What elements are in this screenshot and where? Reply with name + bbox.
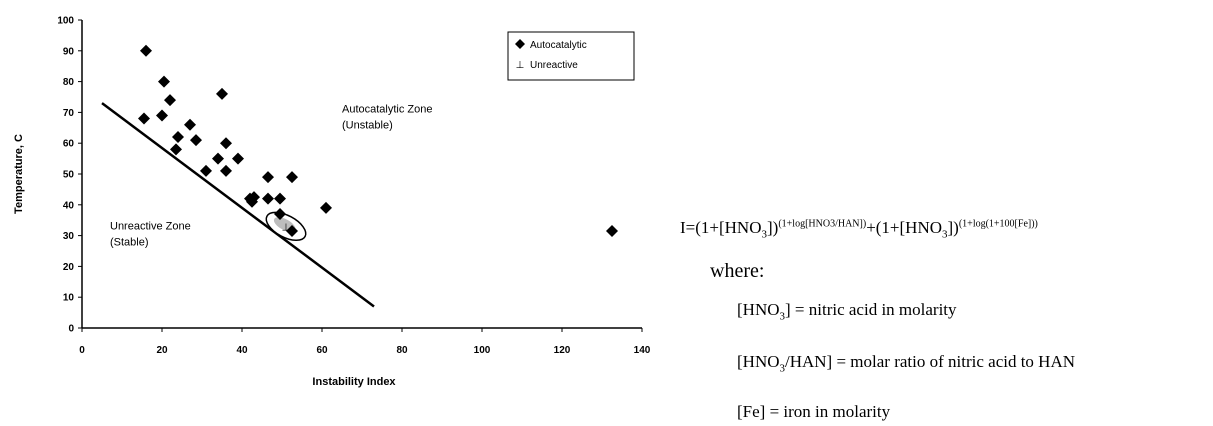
autocatalytic-point <box>216 87 228 100</box>
legend-label: Autocatalytic <box>530 40 587 51</box>
autocatalytic-point <box>220 164 232 177</box>
definition-molar-ratio: [HNO3/HAN] = molar ratio of nitric acid … <box>737 352 1075 374</box>
autocatalytic-point <box>286 171 298 184</box>
autocatalytic-point <box>164 94 176 107</box>
y-tick-label: 30 <box>63 231 75 242</box>
autocatalytic-point <box>220 137 232 150</box>
definition-nitric-acid: [HNO3] = nitric acid in molarity <box>737 300 957 322</box>
autocatalytic-point <box>606 224 618 237</box>
formula-sub-1: 3 <box>761 228 768 241</box>
y-tick-label: 0 <box>68 324 74 335</box>
x-axis-title: Instability Index <box>312 376 396 388</box>
autocatalytic-point <box>274 208 286 221</box>
autocatalytic-point <box>138 112 150 125</box>
autocatalytic-point <box>212 152 224 165</box>
definition-pre: [HNO <box>737 300 780 319</box>
instability-index-formula: I=(1+[HNO3])(1+log[HNO3/HAN])+(1+[HNO3])… <box>680 218 1038 240</box>
y-tick-label: 10 <box>63 293 75 304</box>
autocatalytic-point <box>200 164 212 177</box>
formula-plus: +(1+[HNO <box>866 218 943 237</box>
legend-marker-autocatalytic <box>515 39 525 49</box>
autocatalytic-point <box>274 192 286 205</box>
definition-pre: [HNO <box>737 352 780 371</box>
definition-post: /HAN] = molar ratio of nitric acid to HA… <box>785 352 1076 371</box>
x-tick-label: 60 <box>316 345 328 356</box>
formula-exponent-1: (1+log[HNO3/HAN]) <box>778 218 867 230</box>
formula-lhs: I=(1+[HNO <box>680 218 762 237</box>
formula-exponent-2: (1+log(1+100[Fe])) <box>958 218 1038 230</box>
autocatalytic-zone-label: (Unstable) <box>342 119 393 131</box>
y-axis-title: Temperature, C <box>13 134 25 214</box>
y-tick-label: 20 <box>63 262 75 273</box>
autocatalytic-point <box>246 195 258 208</box>
definition-pre: [Fe] = iron in molarity <box>737 402 891 421</box>
definition-post: ] = nitric acid in molarity <box>785 300 957 319</box>
y-tick-label: 70 <box>63 108 75 119</box>
autocatalytic-point <box>158 75 170 88</box>
legend-box <box>507 31 635 81</box>
formula-close-2: ]) <box>947 218 959 237</box>
legend-marker-unreactive: ⊥ <box>516 60 525 71</box>
autocatalytic-point <box>232 152 244 165</box>
unreactive-zone-label: Unreactive Zone <box>110 220 191 232</box>
autocatalytic-zone-label: Autocatalytic Zone <box>342 103 433 115</box>
formula-sub-2: 3 <box>942 228 948 241</box>
y-tick-label: 80 <box>63 77 75 88</box>
x-tick-label: 40 <box>236 345 248 356</box>
x-tick-label: 140 <box>634 345 651 356</box>
autocatalytic-point <box>320 201 332 214</box>
where-label: where: <box>710 260 765 282</box>
definition-iron: [Fe] = iron in molarity <box>737 402 890 424</box>
unreactive-point: ⊥ <box>282 222 291 233</box>
autocatalytic-point <box>184 118 196 131</box>
definition-sub: 3 <box>779 362 786 375</box>
x-tick-label: 100 <box>474 345 491 356</box>
autocatalytic-point <box>190 134 202 147</box>
y-tick-label: 100 <box>57 16 74 27</box>
autocatalytic-point <box>170 143 182 156</box>
autocatalytic-point <box>262 171 274 184</box>
x-tick-label: 20 <box>156 345 168 356</box>
autocatalytic-point <box>156 109 168 122</box>
autocatalytic-point <box>172 131 184 144</box>
stability-boundary-line <box>101 102 375 308</box>
x-tick-label: 120 <box>554 345 571 356</box>
x-tick-label: 0 <box>79 345 85 356</box>
autocatalytic-point <box>140 44 152 57</box>
autocatalytic-point <box>286 224 298 237</box>
definition-sub: 3 <box>779 310 786 323</box>
formula-close-1: ]) <box>767 218 779 237</box>
autocatalytic-point <box>262 192 274 205</box>
y-tick-label: 40 <box>63 200 75 211</box>
scatter-chart: 0 10 20 30 40 50 60 70 80 90 100 0 20 40 60 80 100 120 140… <box>13 16 651 389</box>
y-tick-label: 90 <box>63 46 75 57</box>
x-tick-label: 80 <box>396 345 408 356</box>
unreactive-zone-label: (Stable) <box>110 236 149 248</box>
y-tick-label: 50 <box>63 170 75 181</box>
y-tick-label: 60 <box>63 139 75 150</box>
legend-label: Unreactive <box>530 60 578 71</box>
